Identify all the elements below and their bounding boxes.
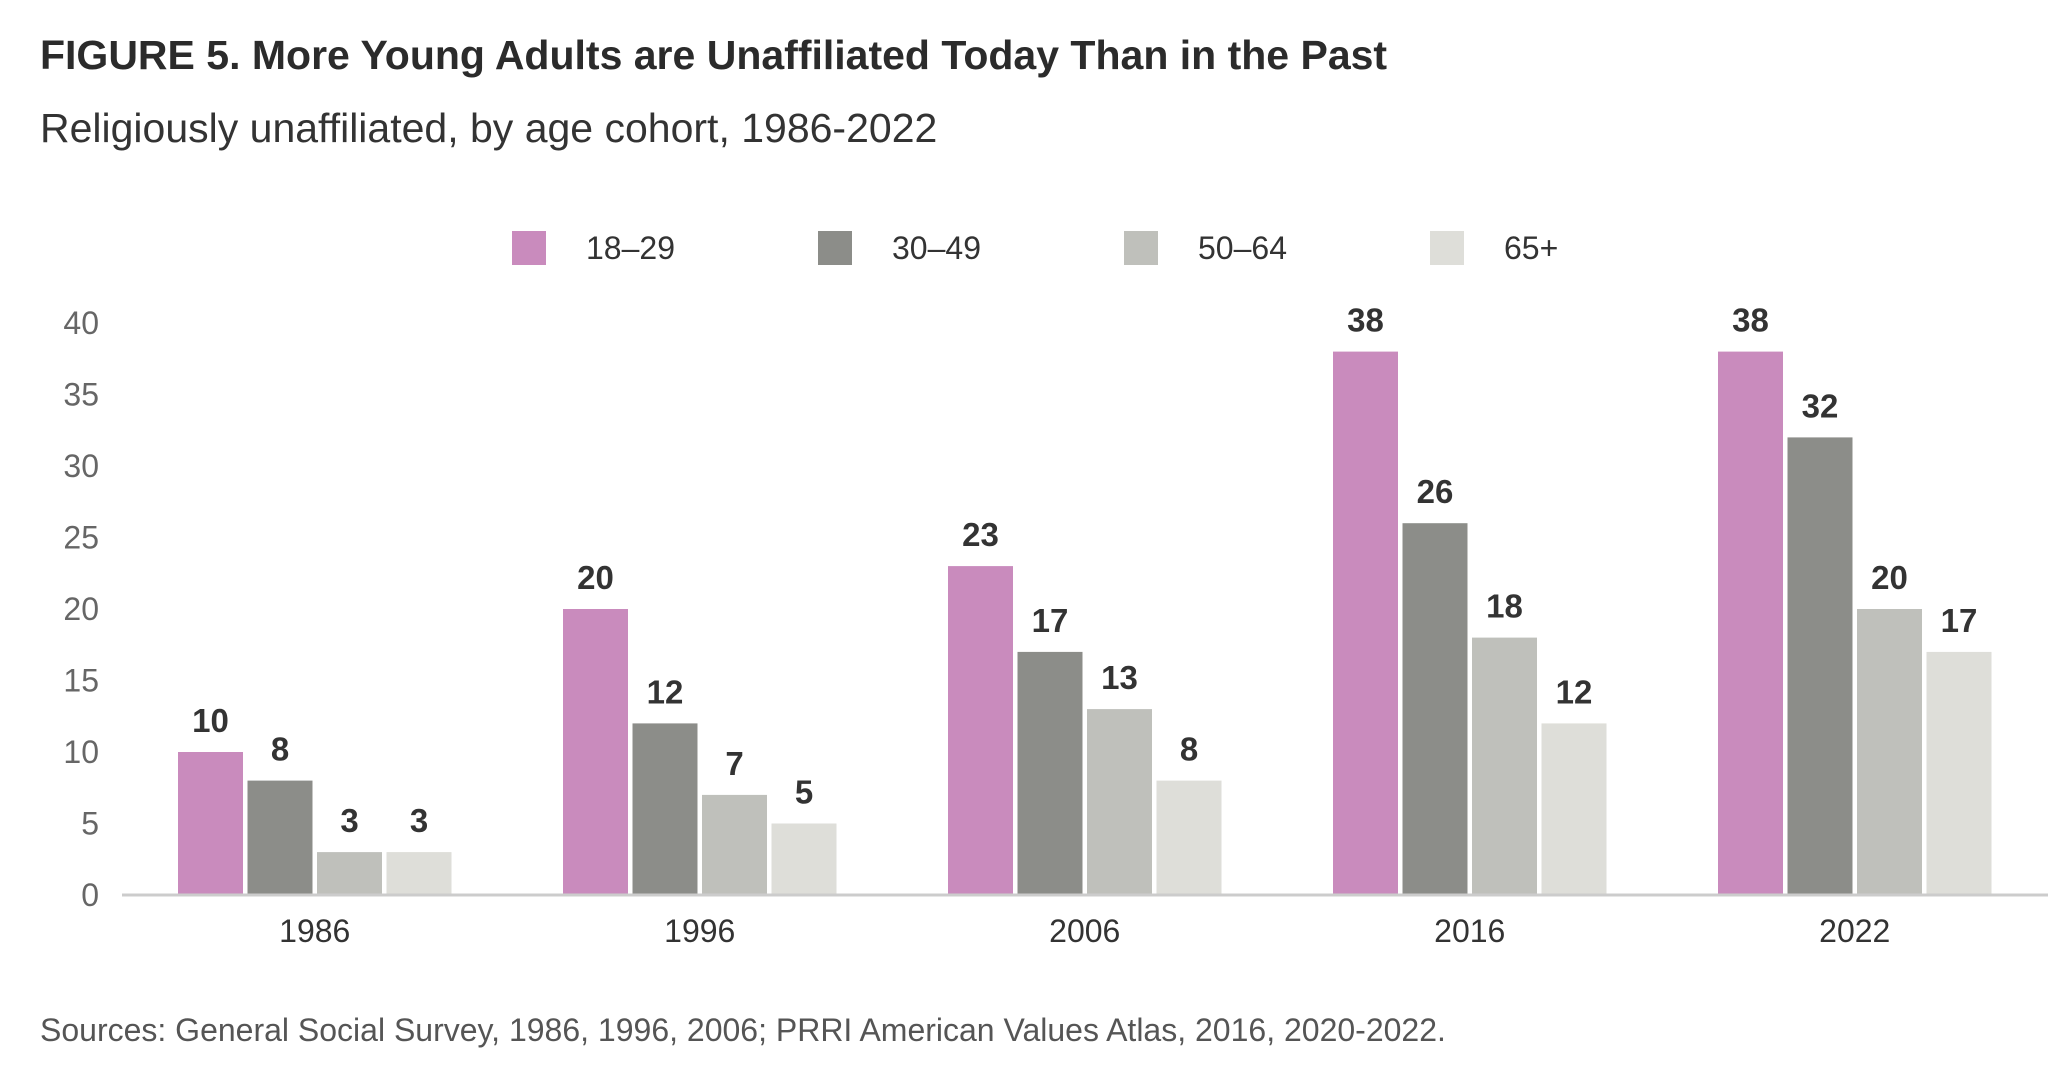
legend-label: 18–29	[586, 229, 675, 266]
legend-swatch	[1430, 231, 1464, 265]
bar	[1718, 351, 1783, 896]
x-tick-label: 2016	[1434, 913, 1505, 949]
bar	[247, 780, 313, 895]
y-tick-label: 35	[63, 377, 99, 413]
data-label: 20	[577, 559, 614, 596]
data-label: 13	[1101, 659, 1138, 696]
bar	[1333, 351, 1398, 896]
data-label: 17	[1032, 602, 1069, 639]
legend-swatch	[818, 231, 852, 265]
x-tick-label: 1996	[664, 913, 735, 949]
bar	[1787, 437, 1853, 895]
y-tick-label: 15	[63, 663, 99, 699]
y-tick-label: 20	[63, 591, 99, 627]
data-label: 18	[1486, 588, 1523, 625]
data-label: 12	[1556, 673, 1593, 710]
legend-label: 30–49	[892, 229, 981, 266]
data-label: 23	[962, 516, 999, 553]
data-label: 10	[192, 702, 229, 739]
y-tick-label: 25	[63, 520, 99, 556]
bar	[1472, 637, 1537, 895]
bar	[702, 794, 767, 895]
bar	[632, 723, 698, 895]
bar	[317, 852, 382, 895]
bar	[178, 752, 243, 895]
x-tick-label: 2006	[1049, 913, 1120, 949]
legend-swatch	[512, 231, 546, 265]
bar	[1402, 523, 1468, 895]
y-tick-label: 10	[63, 734, 99, 770]
legend-label: 50–64	[1198, 229, 1287, 266]
legend-item: 30–49	[818, 228, 981, 268]
bar	[1156, 780, 1222, 895]
data-label: 12	[647, 673, 684, 710]
x-tick-label: 2022	[1819, 913, 1890, 949]
legend-swatch	[1124, 231, 1158, 265]
x-tick-label: 1986	[279, 913, 350, 949]
y-tick-label: 0	[81, 877, 99, 913]
bar	[1926, 651, 1992, 895]
data-label: 5	[795, 774, 813, 811]
chart-title: FIGURE 5. More Young Adults are Unaffili…	[40, 32, 1388, 78]
chart-subtitle: Religiously unaffiliated, by age cohort,…	[40, 105, 938, 151]
legend-label: 65+	[1504, 229, 1559, 266]
bar	[386, 852, 452, 895]
y-tick-label: 5	[81, 806, 99, 842]
data-label: 38	[1732, 302, 1769, 339]
source-note: Sources: General Social Survey, 1986, 19…	[40, 1012, 1446, 1048]
data-label: 3	[340, 802, 358, 839]
bar	[948, 566, 1013, 895]
y-tick-label: 30	[63, 448, 99, 484]
legend-item: 18–29	[512, 228, 675, 268]
data-label: 17	[1941, 602, 1978, 639]
legend-item: 50–64	[1124, 228, 1287, 268]
data-label: 8	[271, 731, 289, 768]
data-label: 20	[1871, 559, 1908, 596]
y-tick-label: 40	[63, 305, 99, 341]
data-label: 8	[1180, 731, 1198, 768]
data-label: 32	[1802, 387, 1839, 424]
bar	[771, 823, 837, 895]
bar	[1857, 609, 1922, 895]
bar	[1017, 651, 1083, 895]
bar	[1087, 709, 1152, 895]
data-label: 38	[1347, 302, 1384, 339]
data-label: 26	[1417, 473, 1454, 510]
bar	[1541, 723, 1607, 895]
bar	[563, 609, 628, 895]
bar-chart: 0 5 10 15 20 25 30 35 40 10 8 3 3 1986 20 12 7 5 1996 23 17 1…	[63, 302, 2048, 949]
legend-item: 65+	[1430, 228, 1558, 268]
data-label: 3	[410, 802, 428, 839]
data-label: 7	[725, 745, 743, 782]
